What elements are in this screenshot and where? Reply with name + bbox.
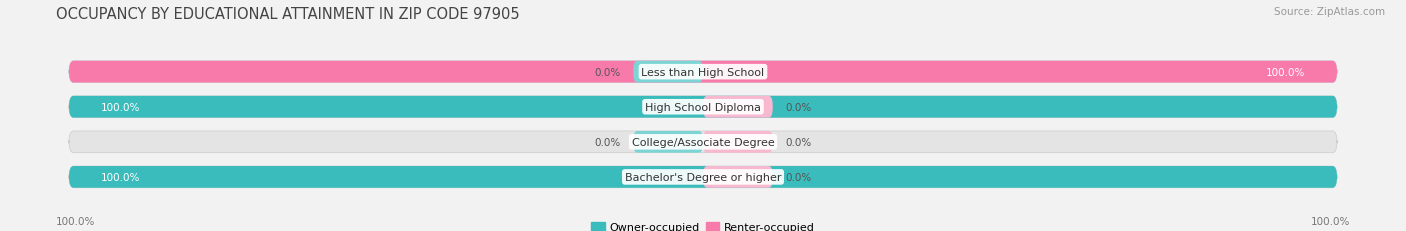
Text: OCCUPANCY BY EDUCATIONAL ATTAINMENT IN ZIP CODE 97905: OCCUPANCY BY EDUCATIONAL ATTAINMENT IN Z… [56, 7, 520, 22]
Text: High School Diploma: High School Diploma [645, 102, 761, 112]
Text: Source: ZipAtlas.com: Source: ZipAtlas.com [1274, 7, 1385, 17]
Legend: Owner-occupied, Renter-occupied: Owner-occupied, Renter-occupied [586, 217, 820, 231]
Text: 0.0%: 0.0% [786, 102, 811, 112]
FancyBboxPatch shape [69, 61, 1337, 83]
Text: 100.0%: 100.0% [101, 102, 141, 112]
Text: Less than High School: Less than High School [641, 67, 765, 77]
Text: 0.0%: 0.0% [786, 137, 811, 147]
FancyBboxPatch shape [69, 97, 1337, 118]
FancyBboxPatch shape [703, 97, 773, 118]
Text: 100.0%: 100.0% [1265, 67, 1305, 77]
FancyBboxPatch shape [69, 97, 1337, 118]
Text: College/Associate Degree: College/Associate Degree [631, 137, 775, 147]
Text: 100.0%: 100.0% [101, 172, 141, 182]
FancyBboxPatch shape [633, 131, 703, 153]
Text: 0.0%: 0.0% [595, 137, 620, 147]
FancyBboxPatch shape [69, 166, 1337, 188]
FancyBboxPatch shape [69, 61, 1337, 83]
FancyBboxPatch shape [703, 166, 773, 188]
Text: 100.0%: 100.0% [56, 216, 96, 226]
FancyBboxPatch shape [69, 131, 1337, 153]
Text: 0.0%: 0.0% [595, 67, 620, 77]
Text: 100.0%: 100.0% [1310, 216, 1350, 226]
FancyBboxPatch shape [703, 131, 773, 153]
FancyBboxPatch shape [633, 61, 703, 83]
Text: 0.0%: 0.0% [786, 172, 811, 182]
FancyBboxPatch shape [69, 166, 1337, 188]
Text: Bachelor's Degree or higher: Bachelor's Degree or higher [624, 172, 782, 182]
